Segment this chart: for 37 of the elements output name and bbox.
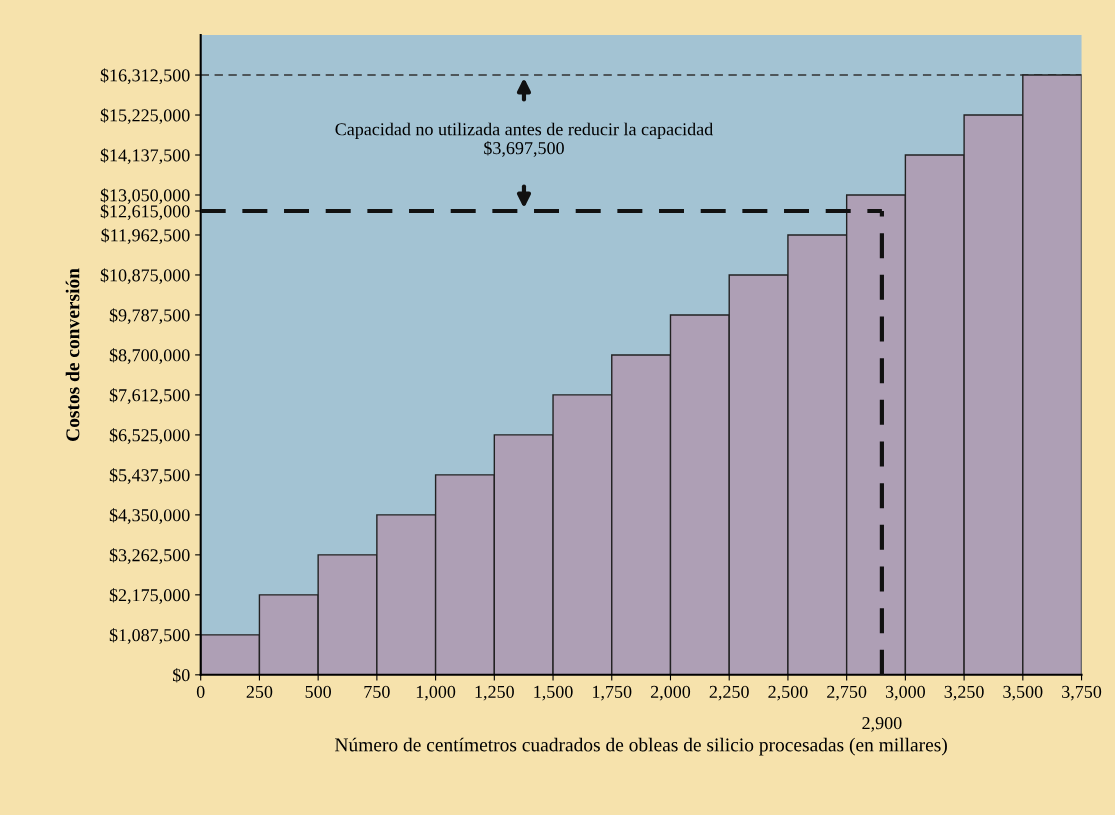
x-tick-label: 2,000 <box>650 685 691 701</box>
y-tick-label: $16,312,500 <box>100 68 190 85</box>
y-tick-label: $15,225,000 <box>100 108 190 125</box>
y-tick-label: $9,787,500 <box>109 308 190 324</box>
y-tick-label: $11,962,500 <box>101 228 190 245</box>
x-tick-label: 3,250 <box>944 685 984 701</box>
x-tick-label: 2,750 <box>827 685 867 701</box>
annotation: Capacidad no utilizada antes de reducir la capacidad $3,697,500 <box>335 122 713 157</box>
x-tick-label: 3,500 <box>1003 685 1043 701</box>
y-axis-title: Costos de conversión <box>65 268 80 441</box>
x-tick-label: 1,000 <box>416 685 456 701</box>
y-tick-label: $13,050,000 <box>100 188 190 205</box>
y-tick-label: $10,875,000 <box>100 268 190 284</box>
x-tick-label: 250 <box>246 685 273 698</box>
y-tick-label: $6,525,000 <box>109 428 190 444</box>
x-axis-title: Número de centímetros cuadrados de obleas de silicio procesadas (en millares) <box>335 737 947 756</box>
y-tick-label: $12,615,000 <box>100 204 190 221</box>
y-tick-label: $14,137,500 <box>100 148 190 165</box>
y-tick-label: $5,437,500 <box>109 468 190 484</box>
y-tick-label: $0 <box>173 668 190 683</box>
x-tick-label: 750 <box>364 685 390 698</box>
x-tick-label: 500 <box>305 685 331 698</box>
y-tick-label: $3,262,500 <box>109 548 190 564</box>
ref-line-label: 2,900 <box>862 717 902 732</box>
y-tick-label: $7,612,500 <box>109 388 190 404</box>
x-tick-label: 3,000 <box>885 685 925 701</box>
y-tick-label: $1,087,500 <box>109 628 190 644</box>
y-tick-label: $4,350,000 <box>109 508 190 524</box>
x-tick-label: 3,750 <box>1062 685 1102 701</box>
x-tick-label: 2,250 <box>709 685 749 701</box>
x-tick-label: 0 <box>196 685 205 698</box>
x-tick-label: 1,500 <box>534 685 573 701</box>
y-tick-label: $2,175,000 <box>109 588 190 604</box>
y-tick-label: $8,700,000 <box>109 348 190 364</box>
x-tick-label: 1,250 <box>475 685 514 701</box>
x-tick-label: 1,750 <box>593 685 632 701</box>
x-tick-label: 2,500 <box>768 685 808 701</box>
